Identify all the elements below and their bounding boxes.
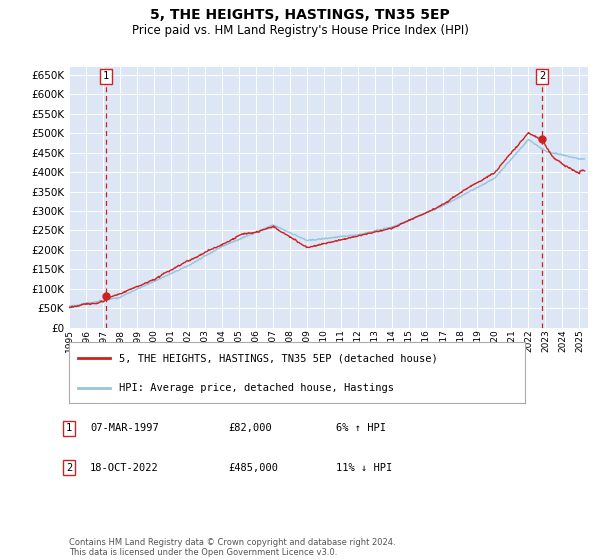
- Text: 1: 1: [66, 423, 72, 433]
- Text: 2: 2: [539, 71, 545, 81]
- Text: 11% ↓ HPI: 11% ↓ HPI: [336, 463, 392, 473]
- Text: Contains HM Land Registry data © Crown copyright and database right 2024.
This d: Contains HM Land Registry data © Crown c…: [69, 538, 395, 557]
- Text: 1: 1: [103, 71, 109, 81]
- Text: Price paid vs. HM Land Registry's House Price Index (HPI): Price paid vs. HM Land Registry's House …: [131, 24, 469, 37]
- Text: 07-MAR-1997: 07-MAR-1997: [90, 423, 159, 433]
- Text: 5, THE HEIGHTS, HASTINGS, TN35 5EP: 5, THE HEIGHTS, HASTINGS, TN35 5EP: [150, 8, 450, 22]
- Text: 5, THE HEIGHTS, HASTINGS, TN35 5EP (detached house): 5, THE HEIGHTS, HASTINGS, TN35 5EP (deta…: [119, 353, 438, 363]
- Text: £485,000: £485,000: [228, 463, 278, 473]
- Text: 18-OCT-2022: 18-OCT-2022: [90, 463, 159, 473]
- Text: HPI: Average price, detached house, Hastings: HPI: Average price, detached house, Hast…: [119, 383, 394, 393]
- Text: 6% ↑ HPI: 6% ↑ HPI: [336, 423, 386, 433]
- Text: 2: 2: [66, 463, 72, 473]
- Text: £82,000: £82,000: [228, 423, 272, 433]
